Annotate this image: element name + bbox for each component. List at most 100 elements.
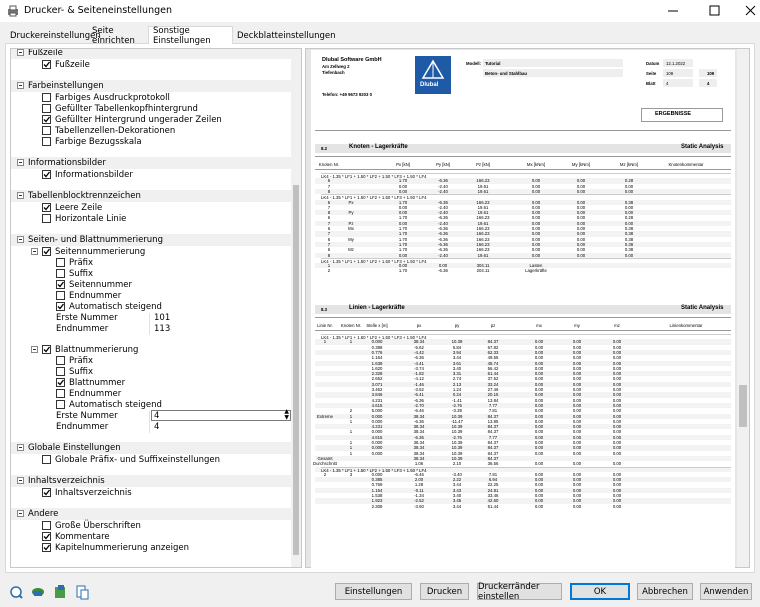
- checkbox[interactable]: [42, 520, 51, 530]
- checkbox[interactable]: [56, 399, 65, 409]
- checkbox[interactable]: [42, 542, 51, 552]
- item-label[interactable]: Automatisch steigend: [69, 301, 162, 312]
- item-label[interactable]: Kapitelnummerierung anzeigen: [55, 542, 189, 553]
- spinner[interactable]: ▲ ▼: [284, 407, 289, 421]
- cell: 33.46: [487, 493, 499, 498]
- checkbox[interactable]: [42, 202, 51, 212]
- item-label[interactable]: Leere Zeile: [55, 202, 103, 213]
- cell: -1.41: [452, 397, 462, 403]
- checkbox[interactable]: [42, 454, 51, 464]
- scroll-thumb[interactable]: [293, 185, 299, 555]
- field-box: [483, 69, 623, 77]
- item-label[interactable]: Endnummer: [69, 388, 122, 399]
- tab[interactable]: Sonstige Einstellungen: [148, 26, 233, 46]
- cell: 0.00: [398, 252, 408, 258]
- item-label[interactable]: Gefüllter Tabellenkopfhintergrund: [55, 103, 198, 114]
- item-label[interactable]: Fußzeile: [55, 59, 90, 70]
- button[interactable]: Druckerränder einstellen: [477, 582, 562, 602]
- toggle[interactable]: [17, 510, 24, 517]
- cell: 1.620: [371, 365, 383, 371]
- cell: -4.41: [414, 360, 424, 366]
- toggle[interactable]: [17, 49, 24, 56]
- checkbox[interactable]: [42, 344, 51, 354]
- toggle[interactable]: [17, 159, 24, 166]
- checkbox[interactable]: [56, 366, 65, 376]
- column-header: Px [kN]: [396, 162, 410, 167]
- cell: 6: [327, 215, 331, 221]
- item-label[interactable]: Seitennummer: [69, 279, 132, 290]
- item-label[interactable]: Seitennummerierung: [55, 246, 146, 257]
- cell: 0.00: [572, 471, 582, 477]
- row-bg: [315, 178, 731, 184]
- toggle[interactable]: [17, 192, 24, 199]
- tab[interactable]: Seite einrichten: [92, 25, 135, 46]
- cell: 0.00: [534, 360, 544, 366]
- cell: 0.00: [576, 247, 586, 253]
- item-label[interactable]: Farbige Bezugsskala: [55, 136, 142, 147]
- item-label[interactable]: Präfix: [69, 355, 94, 366]
- group-header: [11, 508, 293, 520]
- item-label[interactable]: Horizontale Linie: [55, 213, 127, 224]
- item-label[interactable]: Große Überschriften: [55, 520, 141, 531]
- toggle[interactable]: [17, 444, 24, 451]
- toggle[interactable]: [17, 236, 24, 243]
- item-label[interactable]: Blattnummer: [69, 377, 126, 388]
- tab[interactable]: Deckblatteinstellungen: [237, 30, 336, 41]
- checkbox[interactable]: [42, 246, 51, 256]
- item-label[interactable]: Präfix: [69, 257, 94, 268]
- checkbox[interactable]: [56, 355, 65, 365]
- checkbox[interactable]: [42, 531, 51, 541]
- checkbox[interactable]: [56, 377, 65, 387]
- toggle[interactable]: [17, 82, 24, 89]
- item-label[interactable]: Automatisch steigend: [69, 399, 162, 410]
- checkbox[interactable]: [42, 213, 51, 223]
- tab[interactable]: Druckereinstellungen: [10, 30, 101, 41]
- checkbox[interactable]: [56, 257, 65, 267]
- item-label[interactable]: Tabellenzellen-Dekorationen: [55, 125, 176, 136]
- section-title: Knoten - Lagerkräfte: [349, 144, 408, 150]
- item-label[interactable]: Informationsbilder: [55, 169, 133, 180]
- cell: 10.39: [451, 413, 463, 419]
- item-label[interactable]: Suffix: [69, 268, 94, 279]
- toggle[interactable]: [17, 477, 24, 484]
- cell: 0.00: [612, 392, 622, 398]
- toolbar-icons[interactable]: [8, 583, 98, 601]
- checkbox[interactable]: [42, 169, 51, 179]
- checkbox[interactable]: [42, 114, 51, 124]
- item-label[interactable]: Gefüllter Hintergrund ungerader Zeilen: [55, 114, 222, 125]
- row-bg: [315, 241, 731, 248]
- checkbox[interactable]: [56, 301, 65, 311]
- button[interactable]: Abbrechen: [637, 583, 693, 600]
- cell: 0.00: [534, 461, 544, 467]
- checkbox[interactable]: [56, 279, 65, 289]
- item-label[interactable]: Blattnummerierung: [55, 344, 139, 355]
- checkbox[interactable]: [56, 290, 65, 300]
- button[interactable]: OK: [570, 583, 630, 600]
- row-bg: [315, 392, 731, 398]
- checkbox[interactable]: [42, 92, 51, 102]
- column-header: Mz [kNm]: [619, 162, 639, 167]
- item-label[interactable]: Inhaltsverzeichnis: [55, 487, 132, 498]
- item-label[interactable]: Globale Präfix- und Suffixeinstellungen: [55, 454, 220, 465]
- item-label[interactable]: Farbiges Ausdruckprotokoll: [55, 92, 170, 103]
- checkbox[interactable]: [42, 59, 51, 69]
- item-label[interactable]: Suffix: [69, 366, 94, 377]
- toggle[interactable]: [31, 346, 38, 353]
- toggle[interactable]: [31, 248, 38, 255]
- item-label[interactable]: Kommentare: [55, 531, 110, 542]
- item-label[interactable]: Endnummer: [69, 290, 122, 301]
- button[interactable]: Einstellungen: [335, 583, 412, 600]
- checkbox[interactable]: [42, 487, 51, 497]
- checkbox[interactable]: [56, 388, 65, 398]
- cell: 0.38: [624, 226, 634, 231]
- preview-scrollbar[interactable]: [737, 49, 749, 567]
- checkbox[interactable]: [42, 125, 51, 135]
- button[interactable]: Drucken: [420, 583, 469, 600]
- window-controls[interactable]: [660, 4, 760, 18]
- button[interactable]: Anwenden: [700, 583, 752, 600]
- checkbox[interactable]: [42, 103, 51, 113]
- number-input[interactable]: ▲ ▼: [151, 407, 291, 421]
- checkbox[interactable]: [56, 268, 65, 278]
- preview-scroll-thumb[interactable]: [739, 385, 747, 427]
- checkbox[interactable]: [42, 136, 51, 146]
